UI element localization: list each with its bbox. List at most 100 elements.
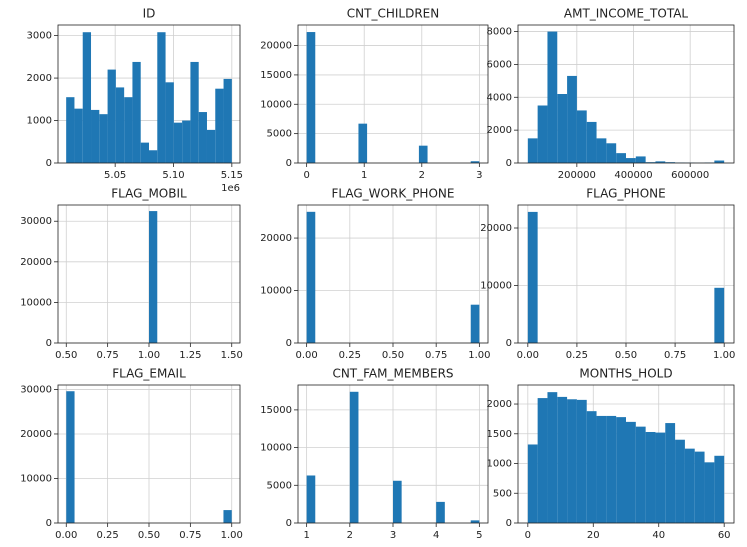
bar bbox=[140, 142, 149, 163]
y-tick-label: 10000 bbox=[480, 281, 512, 292]
y-tick-label: 10000 bbox=[20, 473, 52, 484]
bar bbox=[655, 161, 666, 163]
x-tick-label: 5 bbox=[476, 530, 482, 541]
bar bbox=[655, 432, 666, 523]
bar bbox=[606, 143, 617, 163]
y-tick-label: 0 bbox=[286, 158, 292, 169]
x-tick-label: 0.75 bbox=[97, 350, 119, 361]
bar bbox=[165, 82, 174, 163]
bar bbox=[537, 398, 548, 523]
y-tick-label: 10000 bbox=[260, 286, 292, 297]
bar bbox=[626, 158, 636, 163]
x-tick-label: 600000 bbox=[671, 170, 709, 181]
chart-title: AMT_INCOME_TOTAL bbox=[564, 7, 689, 21]
bar bbox=[527, 211, 538, 343]
bar bbox=[149, 211, 158, 343]
x-tick-label: 1.00 bbox=[468, 350, 490, 361]
x-tick-label: 0.00 bbox=[55, 530, 77, 541]
bar bbox=[635, 426, 646, 523]
y-tick-label: 6000 bbox=[487, 59, 512, 70]
bar bbox=[567, 75, 577, 163]
y-tick-label: 30000 bbox=[20, 384, 52, 395]
y-tick-label: 0 bbox=[286, 338, 292, 349]
bar bbox=[527, 444, 538, 523]
x-tick-label: 1.25 bbox=[179, 350, 201, 361]
bar bbox=[223, 78, 232, 163]
x-tick-label: 3 bbox=[390, 530, 396, 541]
plot-frame bbox=[297, 384, 489, 524]
bar bbox=[306, 475, 316, 523]
bar bbox=[306, 211, 316, 343]
bar bbox=[349, 391, 359, 523]
y-tick-label: 20000 bbox=[20, 429, 52, 440]
plot-frame bbox=[517, 384, 735, 524]
bar bbox=[714, 287, 725, 343]
x-tick-label: 60 bbox=[718, 530, 731, 541]
bar bbox=[665, 423, 676, 523]
y-tick-label: 0 bbox=[506, 518, 512, 529]
plot-frame bbox=[57, 24, 241, 164]
bar bbox=[586, 411, 597, 523]
y-tick-label: 2000 bbox=[27, 73, 52, 84]
bar bbox=[557, 396, 568, 523]
chart-title: FLAG_MOBIL bbox=[111, 187, 187, 201]
x-tick-label: 1.00 bbox=[221, 530, 243, 541]
x-tick-label: 20 bbox=[587, 530, 600, 541]
chart-title: CNT_FAM_MEMBERS bbox=[332, 367, 453, 381]
y-tick-label: 20000 bbox=[260, 233, 292, 244]
x-tick-label: 1.00 bbox=[713, 350, 735, 361]
y-tick-label: 15000 bbox=[260, 405, 292, 416]
chart-title: FLAG_EMAIL bbox=[112, 367, 186, 381]
plot-frame bbox=[297, 204, 489, 344]
x-tick-label: 0.50 bbox=[138, 530, 160, 541]
plot-frame bbox=[517, 204, 735, 344]
x-tick-label: 0.00 bbox=[296, 350, 318, 361]
y-tick-label: 1000 bbox=[487, 459, 512, 470]
plot-frame bbox=[57, 384, 241, 524]
bar bbox=[66, 391, 75, 523]
chart-title: FLAG_WORK_PHONE bbox=[332, 187, 455, 201]
bar bbox=[616, 153, 626, 163]
y-tick-label: 20000 bbox=[260, 41, 292, 52]
bar bbox=[596, 138, 607, 163]
x-tick-label: 1.00 bbox=[138, 350, 160, 361]
chart-title: ID bbox=[143, 7, 156, 21]
bar bbox=[124, 97, 133, 163]
y-tick-label: 0 bbox=[46, 338, 52, 349]
y-tick-label: 2000 bbox=[487, 125, 512, 136]
bar bbox=[306, 32, 316, 163]
y-tick-label: 30000 bbox=[20, 216, 52, 227]
y-tick-label: 0 bbox=[46, 518, 52, 529]
bar bbox=[206, 129, 216, 163]
bar bbox=[157, 32, 166, 163]
bar bbox=[635, 156, 646, 163]
y-tick-label: 20000 bbox=[20, 257, 52, 268]
bar bbox=[198, 112, 207, 163]
bar bbox=[714, 160, 725, 163]
bar bbox=[675, 439, 685, 523]
x-tick-label: 3 bbox=[476, 170, 482, 181]
bar bbox=[714, 455, 725, 523]
bar bbox=[470, 304, 480, 343]
bar bbox=[527, 138, 538, 163]
y-tick-label: 10000 bbox=[260, 443, 292, 454]
bar bbox=[665, 162, 676, 163]
bar bbox=[393, 480, 402, 523]
bar bbox=[74, 108, 83, 163]
x-tick-label: 0.50 bbox=[55, 350, 77, 361]
bar bbox=[576, 110, 587, 163]
x-tick-label: 1.50 bbox=[221, 350, 243, 361]
bar bbox=[190, 61, 199, 163]
bar bbox=[704, 462, 715, 523]
bar bbox=[107, 69, 116, 163]
y-tick-label: 0 bbox=[286, 518, 292, 529]
x-tick-label: 0 bbox=[525, 530, 531, 541]
x-tick-label: 2 bbox=[419, 170, 425, 181]
bar bbox=[215, 88, 224, 163]
y-tick-label: 10000 bbox=[260, 99, 292, 110]
bar bbox=[66, 97, 75, 163]
x-tick-label: 200000 bbox=[558, 170, 596, 181]
y-tick-label: 15000 bbox=[260, 70, 292, 81]
bar bbox=[358, 123, 368, 163]
